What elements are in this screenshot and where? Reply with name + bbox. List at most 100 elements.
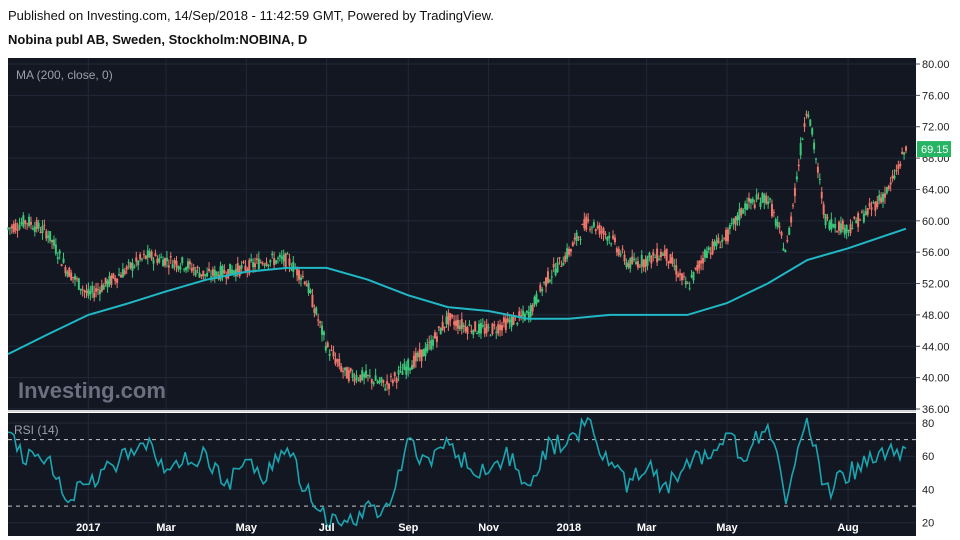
candle-body — [774, 219, 777, 226]
candle-body — [608, 235, 611, 239]
candle-body — [594, 229, 597, 232]
candle-body — [284, 253, 287, 268]
candle-body — [859, 219, 862, 221]
candle-body — [8, 227, 11, 229]
candle-body — [816, 166, 819, 173]
candle-body — [853, 216, 856, 219]
candle-body — [133, 266, 136, 268]
candle-body — [165, 257, 168, 262]
candle-body — [533, 296, 536, 306]
time-tick-label: May — [716, 522, 738, 534]
price-axis[interactable]: 36.00 40.00 44.00 48.00 52.00 56.00 60.00 64.00… — [916, 59, 950, 416]
candle-body — [692, 271, 695, 281]
candle-body — [880, 197, 883, 203]
candle-body — [795, 176, 798, 180]
candle-body — [173, 260, 176, 264]
candle-body — [876, 201, 879, 208]
candle-body — [548, 279, 551, 282]
candle-body — [502, 317, 505, 323]
candle-body — [185, 267, 188, 271]
candle-body — [259, 262, 262, 264]
candle-body — [828, 222, 831, 230]
candle-body — [847, 229, 850, 231]
candle-body — [72, 276, 75, 278]
candle-body — [366, 374, 369, 376]
candle-body — [428, 342, 431, 344]
candle-body — [188, 261, 191, 265]
candle-body — [388, 383, 391, 389]
investing-watermark: Investing.com — [18, 378, 166, 403]
candle-body — [661, 253, 664, 256]
candle-body — [780, 231, 783, 236]
candle-body — [707, 247, 710, 251]
candle-body — [206, 272, 209, 277]
candle-body — [292, 261, 295, 272]
rsi-tick-label: 40 — [922, 484, 934, 496]
candle-body — [374, 375, 377, 381]
candle-body — [280, 256, 283, 259]
price-tick-label: 80.00 — [922, 59, 950, 71]
rsi-axis[interactable]: 20 40 60 80 — [922, 418, 934, 530]
candle-body — [236, 263, 239, 273]
price-tick-label: 44.00 — [922, 341, 950, 353]
ma-indicator-label[interactable]: MA (200, close, 0) — [16, 68, 113, 82]
candle-body — [675, 265, 678, 275]
candle-body — [474, 321, 477, 332]
candle-body — [491, 323, 494, 335]
candle-body — [114, 277, 117, 282]
candle-body — [717, 237, 720, 244]
candle-body — [592, 222, 595, 227]
rsi-indicator-label[interactable]: RSI (14) — [14, 423, 59, 437]
candle-body — [60, 264, 63, 267]
candle-body — [765, 195, 768, 204]
candle-body — [749, 199, 752, 204]
candle-body — [784, 250, 787, 253]
candle-body — [813, 142, 816, 150]
candle-body — [445, 316, 448, 324]
candle-body — [602, 227, 605, 235]
candle-body — [569, 248, 572, 252]
candle-body — [154, 253, 157, 257]
candle-body — [137, 260, 140, 266]
candle-body — [37, 222, 40, 229]
candle-body — [435, 336, 438, 342]
candle-body — [860, 211, 863, 213]
candle-body — [554, 268, 557, 276]
candle-body — [832, 224, 835, 228]
candle-body — [728, 225, 731, 230]
candle-body — [252, 262, 255, 268]
candle-body — [31, 228, 34, 230]
candle-body — [35, 220, 38, 230]
candle-body — [286, 253, 289, 255]
candle-body — [20, 222, 23, 225]
candle-body — [234, 268, 237, 277]
candle-body — [102, 285, 105, 290]
candle-body — [866, 208, 869, 215]
published-note: Published on Investing.com, 14/Sep/2018 … — [8, 8, 494, 23]
candle-body — [389, 375, 392, 377]
candle-body — [598, 225, 601, 235]
candle-body — [70, 272, 73, 281]
candle-body — [464, 326, 467, 332]
time-axis[interactable]: 2017 Mar May Jul Sep Nov 2018 Mar May Aug — [76, 522, 859, 534]
candle-body — [470, 330, 473, 333]
candle-body — [384, 388, 387, 391]
candle-body — [786, 240, 789, 242]
candle-body — [349, 368, 352, 372]
candle-body — [89, 291, 92, 295]
candle-body — [539, 284, 542, 292]
candle-body — [755, 194, 758, 200]
candle-body — [200, 274, 203, 276]
candle-body — [834, 224, 837, 229]
candle-body — [633, 258, 636, 260]
candle-body — [843, 228, 846, 235]
candle-body — [382, 379, 385, 383]
candle-body — [759, 202, 762, 207]
candle-body — [702, 257, 705, 264]
candle-body — [564, 255, 567, 262]
candle-body — [512, 316, 515, 325]
candle-body — [43, 224, 46, 226]
candle-body — [478, 323, 481, 334]
candle-body — [52, 239, 55, 246]
